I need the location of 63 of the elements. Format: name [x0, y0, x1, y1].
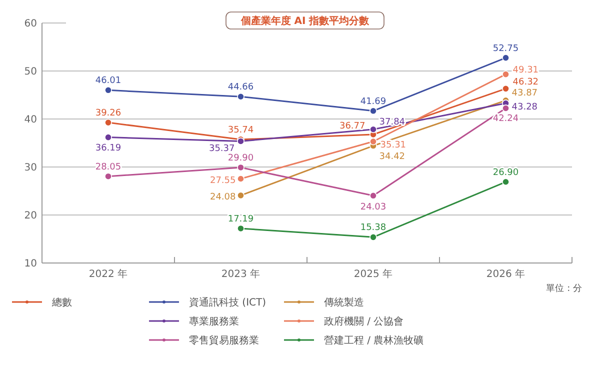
data-label: 29.90 [228, 153, 254, 164]
data-label: 36.77 [339, 122, 366, 132]
data-label: 43.87 [512, 88, 538, 98]
data-label: 35.31 [380, 140, 406, 151]
y-tick-label: 30 [24, 162, 37, 174]
point [237, 164, 244, 172]
y-tick-label: 20 [24, 210, 37, 222]
point [502, 104, 510, 112]
point [237, 224, 244, 232]
data-label: 15.38 [360, 223, 386, 234]
data-label: 44.66 [228, 82, 254, 93]
data-label: 39.26 [95, 108, 122, 119]
point [104, 118, 112, 126]
data-label: 35.37 [208, 144, 235, 154]
data-label: 46.01 [95, 76, 122, 86]
point [502, 84, 510, 92]
point [104, 172, 112, 180]
point [104, 134, 112, 141]
data-label: 35.74 [228, 125, 254, 136]
y-tick-label: 50 [24, 66, 37, 78]
legend-label: 總數 [51, 296, 72, 308]
x-tick-label: 2023 年 [221, 268, 260, 280]
data-label: 42.24 [492, 114, 519, 124]
chart-title: 個產業年度 AI 指數平均分數 [240, 15, 370, 27]
data-label: 17.19 [228, 214, 254, 224]
point [502, 54, 510, 62]
legend-label: 零售貿易服務業 [189, 334, 259, 346]
point [370, 138, 377, 146]
data-label: 36.19 [95, 143, 122, 154]
text: 單位 : 分 [546, 283, 582, 294]
point [502, 178, 510, 186]
point [237, 175, 244, 182]
data-label: 26.90 [492, 168, 519, 178]
point [237, 92, 244, 100]
y-tick-label: 10 [24, 258, 37, 270]
data-label: 52.75 [492, 44, 519, 54]
legend-label: 資通訊科技 (ICT) [189, 296, 266, 308]
x-tick-label: 2022 年 [88, 268, 128, 280]
data-label: 27.55 [210, 176, 236, 186]
y-tick-label: 60 [24, 18, 37, 30]
x-tick-label: 2025 年 [354, 268, 393, 280]
point [237, 192, 244, 200]
point [104, 86, 112, 94]
y-tick-label: 40 [24, 114, 37, 126]
x-tick-label: 2026 年 [486, 268, 526, 280]
data-label: 49.31 [512, 65, 539, 76]
data-label: 28.05 [95, 162, 122, 172]
data-label: 41.69 [360, 96, 386, 107]
data-label: 24.08 [210, 192, 236, 202]
legend-label: 傳統製造 [324, 296, 364, 308]
point [370, 192, 377, 200]
data-label: 34.42 [379, 152, 406, 162]
legend-label: 營建工程 / 農林漁牧礦 [324, 334, 424, 346]
data-label: 37.84 [379, 117, 406, 128]
point [502, 70, 510, 78]
legend-label: 政府機關 / 公協會 [324, 316, 404, 328]
point [370, 107, 377, 115]
data-label: 43.28 [512, 102, 538, 112]
legend-label: 專業服務業 [189, 316, 239, 328]
data-label: 46.32 [512, 78, 539, 88]
point [370, 233, 377, 241]
point [370, 126, 377, 134]
data-label: 24.03 [360, 202, 386, 213]
